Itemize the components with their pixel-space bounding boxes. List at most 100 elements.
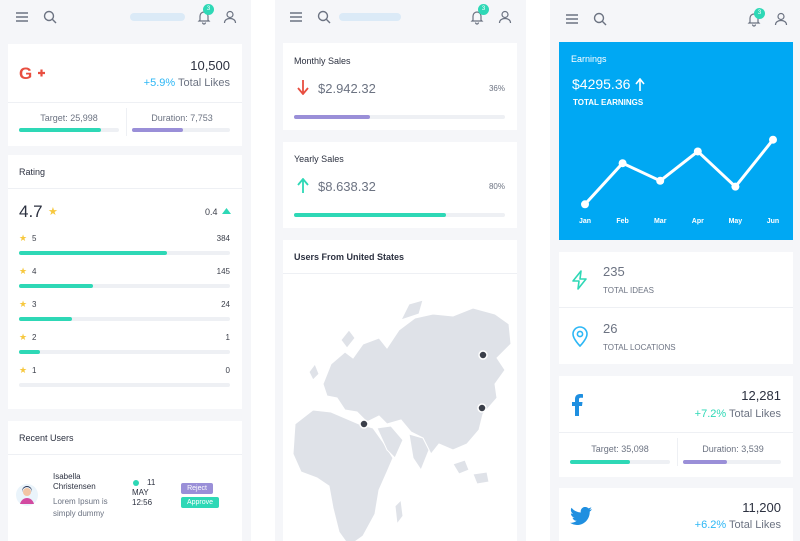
- monthly-sales-value: $2.942.32: [318, 81, 376, 96]
- x-tick-label: Mar: [654, 218, 667, 225]
- search-icon[interactable]: [592, 11, 608, 27]
- monthly-sales-percent: 36%: [488, 84, 505, 93]
- rating-bar: [19, 350, 230, 354]
- star-icon: ★: [19, 332, 28, 342]
- earnings-value: $4295.36: [572, 76, 631, 92]
- notification-badge: 3: [478, 4, 489, 15]
- earnings-point[interactable]: [769, 135, 777, 144]
- search-bar[interactable]: [339, 13, 401, 21]
- notification-badge: 3: [203, 4, 214, 15]
- arrow-down-icon: [297, 80, 309, 95]
- map-marker[interactable]: [478, 350, 488, 360]
- map-title: Users From United States: [294, 252, 405, 262]
- user-icon[interactable]: [497, 9, 513, 25]
- lightning-icon: [572, 270, 587, 290]
- rating-bar: [19, 284, 230, 288]
- caret-up-icon: [222, 208, 231, 214]
- earnings-line-chart: Jan Feb Mar Apr May Jun: [579, 135, 779, 225]
- likes-value: 10,500: [190, 58, 230, 73]
- arrow-up-icon: [635, 78, 645, 91]
- rating-bar: [19, 251, 230, 255]
- svg-text:G: G: [19, 64, 32, 82]
- yearly-sales-card: Yearly Sales $8.638.32 80%: [283, 142, 517, 228]
- approve-button[interactable]: Approve: [181, 497, 219, 508]
- likes-change: +5.9%: [143, 77, 176, 89]
- x-tick-label: Jan: [579, 218, 591, 225]
- user-icon[interactable]: [773, 11, 789, 27]
- phone-screen-1: 3 G 10,500 +5.9% Total Likes Target: 25,…: [0, 0, 251, 541]
- fb-target-progress: [570, 460, 670, 464]
- likes-change-row: +5.9% Total Likes: [144, 77, 230, 89]
- monthly-sales-title: Monthly Sales: [294, 56, 351, 66]
- status-dot: [133, 480, 139, 486]
- duration-label: Duration: 7,753: [151, 113, 213, 123]
- rating-count: 0: [225, 366, 230, 375]
- reject-button[interactable]: Reject: [181, 483, 213, 494]
- earnings-point[interactable]: [618, 159, 627, 168]
- rating-score: 4.7: [19, 202, 43, 221]
- menu-icon[interactable]: [14, 9, 30, 25]
- top-bar: 3: [0, 0, 251, 36]
- yearly-sales-title: Yearly Sales: [294, 154, 344, 164]
- yearly-sales-progress: [294, 213, 505, 217]
- phone-screen-2: 3 Monthly Sales $2.942.32 36% Yearly Sal…: [275, 0, 526, 541]
- menu-icon[interactable]: [288, 9, 304, 25]
- rating-bar: [19, 383, 230, 387]
- twitter-card: 11,200 +6.2% Total Likes: [559, 488, 793, 541]
- monthly-sales-card: Monthly Sales $2.942.32 36%: [283, 43, 517, 130]
- rating-stars-label: 2: [32, 333, 37, 342]
- earnings-point[interactable]: [656, 176, 665, 185]
- search-icon[interactable]: [42, 9, 58, 25]
- duration-progress: [132, 128, 230, 132]
- top-bar: 3: [550, 0, 800, 36]
- map-marker[interactable]: [477, 403, 487, 413]
- earnings-title: Earnings: [571, 54, 607, 64]
- rating-stars-label: 4: [32, 267, 37, 276]
- star-icon: ★: [48, 206, 58, 218]
- avatar: [16, 484, 38, 506]
- star-icon: ★: [19, 266, 28, 276]
- user-description: Lorem Ipsum is simply dummy: [53, 497, 108, 518]
- phone-screen-3: 3 Earnings $4295.36 TOTAL EARNINGS Jan Fe…: [550, 0, 800, 541]
- menu-icon[interactable]: [564, 11, 580, 27]
- x-tick-label: Apr: [692, 218, 704, 225]
- rating-count: 145: [216, 267, 230, 276]
- earnings-card: Earnings $4295.36 TOTAL EARNINGS Jan Feb M…: [559, 42, 793, 240]
- likes-label: Total Likes: [178, 77, 230, 89]
- star-icon: ★: [19, 233, 28, 243]
- notification-badge: 3: [754, 8, 765, 19]
- earnings-point[interactable]: [731, 182, 740, 191]
- ideas-value: 235: [603, 264, 625, 279]
- map-marker[interactable]: [359, 419, 369, 429]
- rating-stars-label: 5: [32, 234, 37, 243]
- monthly-sales-progress: [294, 115, 505, 119]
- earnings-subtitle: TOTAL EARNINGS: [573, 98, 644, 107]
- rating-card: Rating 4.7 ★ 0.4 ★ 5 384 ★ 4 145 ★ 3 24 ★ 2 1 ★ 1 0: [8, 155, 242, 409]
- user-name: Isabella Christensen: [53, 472, 96, 491]
- twitter-icon: [570, 507, 592, 525]
- x-tick-label: May: [729, 218, 743, 225]
- target-progress: [19, 128, 119, 132]
- top-bar: 3: [275, 0, 526, 36]
- rating-stars-label: 3: [32, 300, 37, 309]
- search-bar[interactable]: [130, 13, 185, 21]
- search-icon[interactable]: [316, 9, 332, 25]
- rating-bar: [19, 317, 230, 321]
- rating-count: 1: [225, 333, 230, 342]
- facebook-change-row: +7.2% Total Likes: [694, 408, 781, 420]
- earnings-point[interactable]: [693, 147, 702, 156]
- rating-count: 24: [221, 300, 230, 309]
- yearly-sales-value: $8.638.32: [318, 179, 376, 194]
- twitter-change-row: +6.2% Total Likes: [694, 519, 781, 531]
- earnings-point[interactable]: [581, 200, 589, 209]
- yearly-sales-percent: 80%: [488, 182, 505, 191]
- world-map[interactable]: [283, 274, 517, 541]
- user-icon[interactable]: [222, 9, 238, 25]
- users-map-card: Users From United States: [283, 240, 517, 541]
- fb-duration-label: Duration: 3,539: [702, 444, 764, 454]
- rating-count: 384: [216, 234, 230, 243]
- recent-users-card: Recent Users Isabella Christensen Lorem …: [8, 421, 242, 541]
- rating-title: Rating: [19, 167, 46, 177]
- rating-delta: 0.4: [205, 207, 218, 217]
- google-plus-card: G 10,500 +5.9% Total Likes Target: 25,99…: [8, 44, 242, 146]
